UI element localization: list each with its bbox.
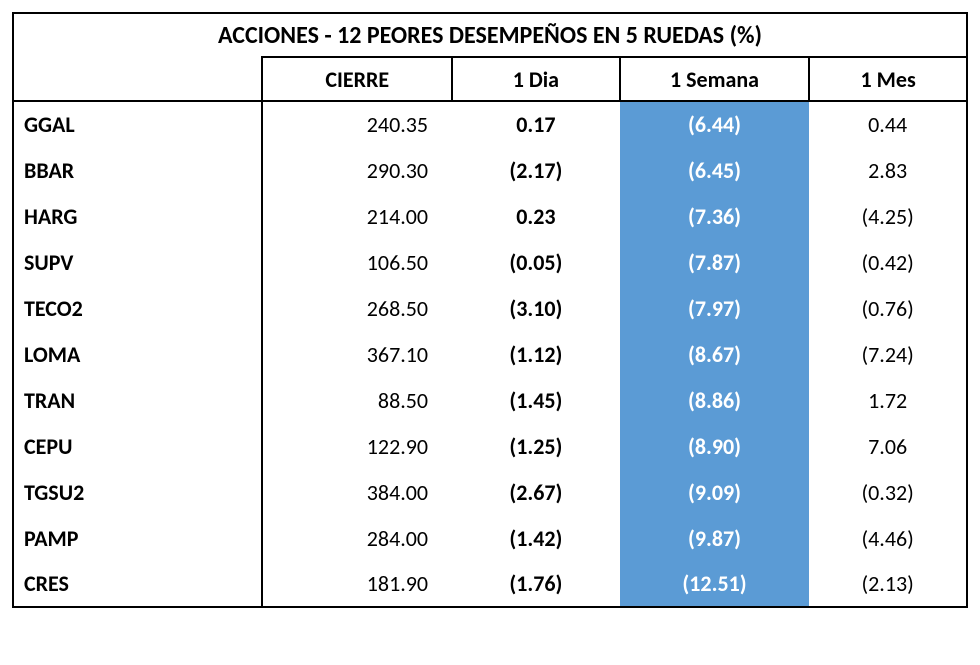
cell-dia: (1.25) [452,423,620,469]
cell-cierre: 240.35 [262,101,452,147]
cell-mes: 2.83 [809,147,967,193]
cell-ticker: GGAL [13,101,262,147]
table-row: CEPU122.90(1.25)(8.90)7.06 [13,423,967,469]
cell-mes: (0.76) [809,285,967,331]
cell-ticker: SUPV [13,239,262,285]
cell-cierre: 284.00 [262,515,452,561]
cell-dia: (2.17) [452,147,620,193]
header-blank [13,57,262,101]
cell-cierre: 268.50 [262,285,452,331]
cell-semana: (12.51) [620,561,810,607]
cell-cierre: 106.50 [262,239,452,285]
table-row: TRAN88.50(1.45)(8.86)1.72 [13,377,967,423]
cell-ticker: PAMP [13,515,262,561]
cell-mes: (2.13) [809,561,967,607]
cell-cierre: 122.90 [262,423,452,469]
cell-ticker: CEPU [13,423,262,469]
cell-mes: 0.44 [809,101,967,147]
cell-semana: (6.45) [620,147,810,193]
cell-dia: (1.45) [452,377,620,423]
cell-semana: (7.36) [620,193,810,239]
table-body: GGAL240.350.17(6.44)0.44BBAR290.30(2.17)… [13,101,967,607]
cell-semana: (9.87) [620,515,810,561]
cell-dia: (0.05) [452,239,620,285]
cell-semana: (8.90) [620,423,810,469]
cell-ticker: BBAR [13,147,262,193]
cell-cierre: 384.00 [262,469,452,515]
table-row: SUPV106.50(0.05)(7.87)(0.42) [13,239,967,285]
cell-semana: (9.09) [620,469,810,515]
header-semana: 1 Semana [620,57,810,101]
cell-semana: (8.67) [620,331,810,377]
cell-cierre: 181.90 [262,561,452,607]
table-row: TGSU2384.00(2.67)(9.09)(0.32) [13,469,967,515]
cell-dia: (1.12) [452,331,620,377]
cell-ticker: TGSU2 [13,469,262,515]
cell-cierre: 367.10 [262,331,452,377]
cell-ticker: LOMA [13,331,262,377]
cell-mes: 1.72 [809,377,967,423]
table: ACCIONES - 12 PEORES DESEMPEÑOS EN 5 RUE… [12,12,968,608]
cell-mes: (0.42) [809,239,967,285]
cell-dia: (3.10) [452,285,620,331]
table-row: CRES181.90(1.76)(12.51)(2.13) [13,561,967,607]
cell-semana: (7.97) [620,285,810,331]
cell-ticker: TRAN [13,377,262,423]
stock-performance-table: ACCIONES - 12 PEORES DESEMPEÑOS EN 5 RUE… [12,12,968,608]
cell-semana: (7.87) [620,239,810,285]
cell-ticker: HARG [13,193,262,239]
header-row: CIERRE 1 Dia 1 Semana 1 Mes [13,57,967,101]
table-row: PAMP284.00(1.42)(9.87)(4.46) [13,515,967,561]
cell-cierre: 290.30 [262,147,452,193]
table-row: GGAL240.350.17(6.44)0.44 [13,101,967,147]
cell-ticker: CRES [13,561,262,607]
cell-dia: 0.17 [452,101,620,147]
cell-ticker: TECO2 [13,285,262,331]
header-cierre: CIERRE [262,57,452,101]
cell-cierre: 88.50 [262,377,452,423]
cell-semana: (8.86) [620,377,810,423]
cell-dia: 0.23 [452,193,620,239]
table-row: HARG214.000.23(7.36)(4.25) [13,193,967,239]
cell-mes: 7.06 [809,423,967,469]
cell-dia: (1.76) [452,561,620,607]
header-dia: 1 Dia [452,57,620,101]
table-row: TECO2268.50(3.10)(7.97)(0.76) [13,285,967,331]
cell-mes: (0.32) [809,469,967,515]
table-title: ACCIONES - 12 PEORES DESEMPEÑOS EN 5 RUE… [13,13,967,57]
cell-mes: (4.46) [809,515,967,561]
cell-dia: (2.67) [452,469,620,515]
cell-mes: (4.25) [809,193,967,239]
cell-dia: (1.42) [452,515,620,561]
table-row: LOMA367.10(1.12)(8.67)(7.24) [13,331,967,377]
table-row: BBAR290.30(2.17)(6.45)2.83 [13,147,967,193]
title-row: ACCIONES - 12 PEORES DESEMPEÑOS EN 5 RUE… [13,13,967,57]
cell-semana: (6.44) [620,101,810,147]
cell-cierre: 214.00 [262,193,452,239]
cell-mes: (7.24) [809,331,967,377]
header-mes: 1 Mes [809,57,967,101]
